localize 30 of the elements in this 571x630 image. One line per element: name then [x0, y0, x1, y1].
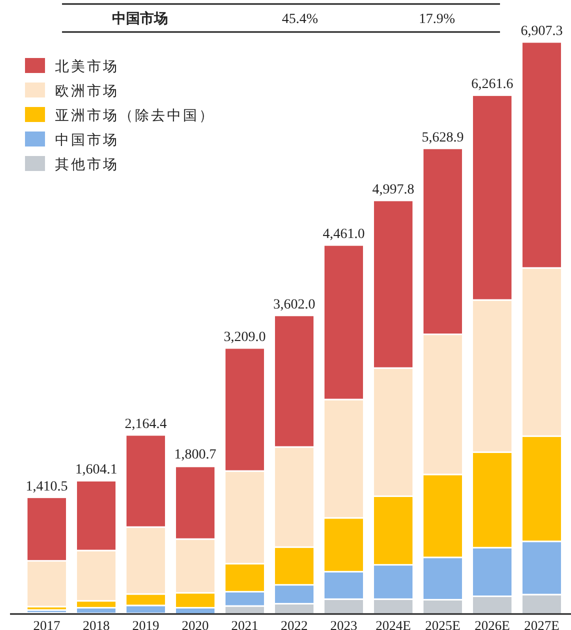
- x-tick-label: 2022: [280, 618, 308, 630]
- x-tick-label: 2023: [330, 618, 358, 630]
- legend-label: 中国市场: [55, 132, 119, 148]
- annotation: 1,604.1: [75, 462, 118, 478]
- x-tick-label: 2027E: [524, 618, 560, 630]
- annotation: 5,628.9: [422, 130, 464, 146]
- x-tick-label: 2018: [82, 618, 110, 630]
- x-tick-label: 2019: [132, 618, 160, 630]
- annotation: 2,164.4: [124, 416, 167, 432]
- annotation: 1,410.5: [26, 479, 68, 494]
- legend-label: 欧洲市场: [55, 84, 119, 100]
- annotation: 6,907.3: [520, 24, 563, 39]
- x-tick-label: 2025E: [425, 618, 460, 630]
- x-tick-label: 2024E: [376, 618, 411, 630]
- annotation: 3,209.0: [224, 330, 266, 346]
- x-tick-label: 2020: [182, 618, 209, 630]
- annotation: 1,800.7: [174, 447, 216, 462]
- legend-label: 北美市场: [55, 59, 119, 75]
- legend-label: 亚洲市场（除去中国）: [55, 108, 215, 124]
- annotation: 3,602.0: [273, 297, 316, 312]
- annotation: 4,461.0: [322, 227, 365, 242]
- text: 45.4%: [282, 12, 318, 27]
- annotation: 4,997.8: [372, 182, 414, 198]
- x-tick-label: 2021: [231, 618, 258, 630]
- x-tick-label: 2026E: [474, 618, 510, 630]
- x-tick-label: 2017: [33, 618, 60, 630]
- text: 17.9%: [418, 12, 456, 27]
- legend-label: 其他市场: [55, 157, 119, 173]
- annotation: 6,261.6: [471, 77, 514, 92]
- text: 中国市场: [112, 10, 168, 27]
